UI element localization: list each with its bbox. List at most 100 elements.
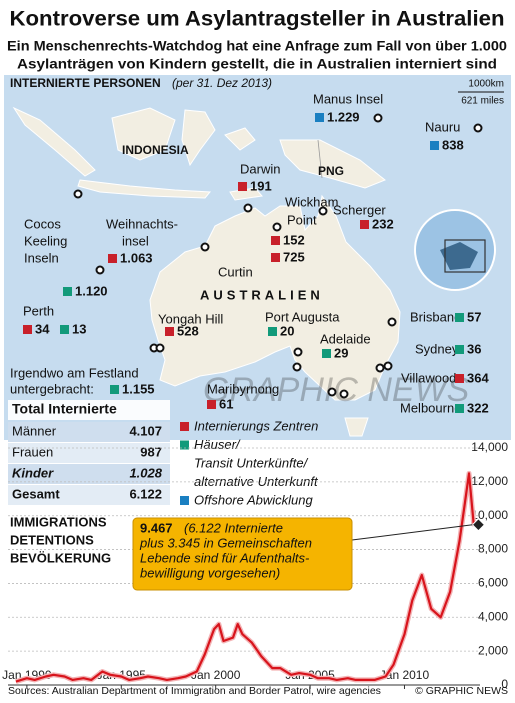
category-square [455, 345, 464, 354]
location-value: 322 [467, 400, 489, 415]
annotation-text: plus 3.345 in Gemeinschaften [139, 535, 312, 550]
table-cell: Kinder [12, 465, 54, 480]
data-line [15, 472, 479, 683]
location-name: Brisbane [410, 309, 461, 324]
locations: Manus Insel 1.229 Nauru 838 Darwin 191 Wickham… [10, 91, 489, 415]
location-value: 61 [219, 396, 233, 411]
annotation-leader [351, 524, 473, 541]
location-name: Villawood [401, 370, 456, 385]
legend-label: alternative Unterkunft [194, 474, 319, 489]
category-square [60, 325, 69, 334]
location-value: 528 [177, 323, 199, 338]
y-tick-label: 2,000 [478, 643, 508, 657]
location-value: 191 [250, 178, 272, 193]
category-square [455, 374, 464, 383]
legend: Internierungs Zentren Häuser/Transit Unte… [180, 418, 319, 507]
location-dot [327, 387, 337, 397]
category-square [268, 327, 277, 336]
table-cell: 987 [140, 444, 162, 459]
location-dot [339, 389, 349, 399]
category-square [430, 141, 439, 150]
x-tick-label: Jan 2010 [380, 668, 430, 682]
location-name: Cocos [24, 216, 61, 231]
subtitle: Ein Menschenrechts-Watchdog hat eine Anf… [7, 38, 507, 54]
location-value: 364 [467, 370, 489, 385]
category-square [108, 254, 117, 263]
location-dot [293, 347, 303, 357]
category-square [455, 404, 464, 413]
location-dot [73, 189, 83, 199]
location-name: Yongah Hill [158, 311, 223, 326]
x-tick-label: Jan 2000 [191, 668, 241, 682]
category-square [271, 236, 280, 245]
category-square [271, 253, 280, 262]
map-section-title: Internierte Personen [10, 76, 161, 90]
end-marker [471, 518, 486, 532]
location-name: Melbourne [400, 400, 461, 415]
table-cell: Männer [12, 423, 57, 438]
location-dot [272, 222, 282, 232]
land [12, 106, 401, 437]
location-name: Point [287, 212, 317, 227]
table: Männer 4.107 Frauen 987 Kinder 1.028 Gesamt 6.1… [8, 422, 170, 505]
category-square [238, 182, 247, 191]
location-value: 36 [467, 341, 481, 356]
location-dot [243, 203, 253, 213]
location-dot [200, 242, 210, 252]
location-name: Irgendwo am Festland [10, 365, 139, 380]
location-name: Inseln [24, 250, 59, 265]
table-row [8, 464, 170, 484]
region-label: INDONESIA [122, 143, 189, 157]
legend-label: Transit Unterkünfte/ [194, 455, 309, 470]
credit: © GRAPHIC NEWS [415, 685, 508, 697]
legend-swatch [180, 422, 189, 431]
location-name: Scherger [333, 202, 386, 217]
location-value: 29 [334, 345, 348, 360]
location-dot [383, 361, 393, 371]
subtitle: Asylanträgen von Kindern gestellt, die i… [17, 56, 497, 72]
chart-title: IMMIGRATIONS [10, 514, 107, 529]
location-value: 1.120 [75, 283, 108, 298]
location-dot [318, 206, 328, 216]
map-section-date: (per 31. Dez 2013) [172, 76, 272, 90]
scale-miles: 621 miles [461, 96, 504, 107]
legend-swatch [180, 496, 189, 505]
table-cell: 1.028 [129, 465, 162, 480]
location-dot [155, 343, 165, 353]
location-name: untergebracht: [10, 381, 94, 396]
annotation-text: (6.122 Internierte [184, 520, 283, 535]
annotation-value: 9.467 [140, 520, 173, 535]
category-square [322, 349, 331, 358]
location-name: Keeling [24, 233, 67, 248]
legend-label: Internierungs Zentren [194, 418, 318, 433]
y-tick-label: 0 [501, 677, 508, 691]
location-value: 1.229 [327, 109, 360, 124]
category-square [207, 400, 216, 409]
location-value: 1.155 [122, 381, 155, 396]
location-name: Port Augusta [265, 309, 340, 324]
legend-label: Offshore Abwicklung [194, 492, 314, 507]
legend-swatch [180, 440, 189, 450]
table-header-bg [8, 400, 170, 420]
location-dot [387, 317, 397, 327]
location-name: Sydney [415, 341, 459, 356]
category-square [360, 220, 369, 229]
location-dot [373, 113, 383, 123]
location-name: Darwin [240, 161, 280, 176]
table-row [8, 422, 170, 442]
location-value: 838 [442, 137, 464, 152]
table-row [8, 485, 170, 505]
location-name: Wickham [285, 194, 338, 209]
y-tick-label: 4,000 [478, 609, 508, 623]
category-square [110, 385, 119, 394]
globe [414, 209, 496, 291]
location-value: 13 [72, 321, 86, 336]
chart-title: BEVÖLKERUNG [10, 550, 111, 565]
category-square [165, 327, 174, 336]
annotation-text: bewilligung vorgesehen) [140, 565, 280, 580]
category-square [63, 287, 72, 296]
table-cell: Gesamt [12, 486, 60, 501]
location-dot [473, 123, 483, 133]
